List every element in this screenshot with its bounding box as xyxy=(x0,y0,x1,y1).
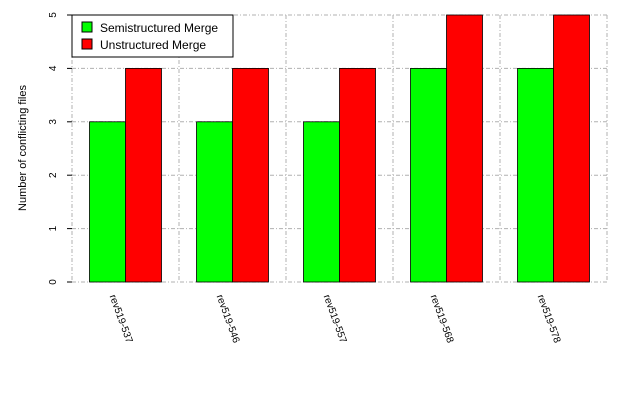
bar-unstructured-rev519-568 xyxy=(446,14,483,283)
y-tick-label-0: 0 xyxy=(48,279,59,285)
bar-semistructured-rev519-578 xyxy=(517,68,554,283)
bar-unstructured-rev519-537 xyxy=(125,68,162,283)
y-axis-label: Number of conflicting files xyxy=(17,85,29,211)
x-tick-label-rev519-578: rev519-578 xyxy=(535,293,563,345)
legend-box xyxy=(71,14,234,58)
x-tick-label-rev519-557: rev519-557 xyxy=(321,293,349,345)
bar-semistructured-rev519-557 xyxy=(303,121,340,283)
bar-semistructured-rev519-568 xyxy=(410,68,447,283)
x-axis: rev519-537 rev519-546 rev519-557 rev519-568… xyxy=(107,293,563,345)
y-tick-label-1: 1 xyxy=(48,225,59,231)
bar-unstructured-rev519-578 xyxy=(553,14,590,283)
y-tick-label-4: 4 xyxy=(48,65,59,71)
x-tick-label-rev519-568: rev519-568 xyxy=(428,293,456,345)
y-tick-label-2: 2 xyxy=(48,172,59,178)
x-tick-label-rev519-546: rev519-546 xyxy=(214,293,242,345)
y-tick-label-5: 5 xyxy=(48,12,59,18)
legend-label-unstructured: Unstructured Merge xyxy=(100,38,206,52)
legend-swatch-unstructured xyxy=(81,38,93,50)
bar-semistructured-rev519-537 xyxy=(89,121,126,283)
legend: Semistructured Merge Unstructured Merge xyxy=(71,14,234,58)
legend-label-semistructured: Semistructured Merge xyxy=(100,21,218,35)
y-tick-label-3: 3 xyxy=(48,119,59,125)
x-tick-label-rev519-537: rev519-537 xyxy=(107,293,135,345)
bar-unstructured-rev519-557 xyxy=(339,68,376,283)
y-axis: 0 1 2 3 4 5 xyxy=(48,12,72,285)
bar-semistructured-rev519-546 xyxy=(196,121,233,283)
legend-swatch-semistructured xyxy=(81,21,93,33)
bar-unstructured-rev519-546 xyxy=(232,68,269,283)
bars-layer xyxy=(89,14,590,283)
